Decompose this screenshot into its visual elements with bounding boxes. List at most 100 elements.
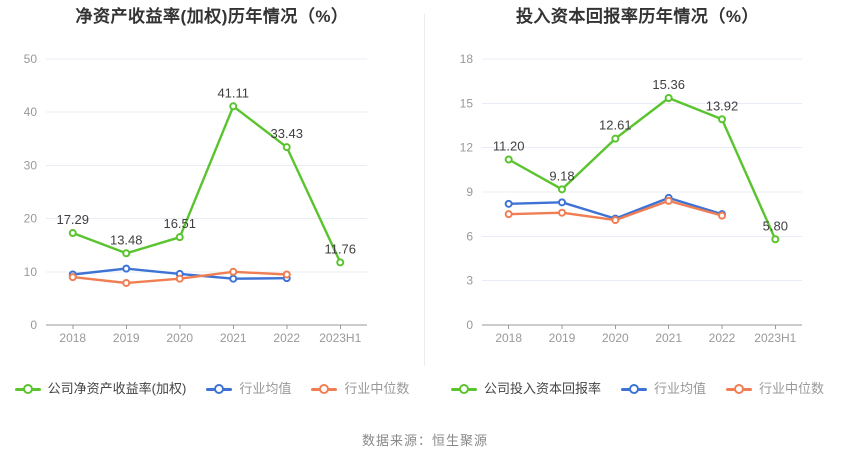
data-point-marker	[122, 264, 131, 273]
data-point-marker	[558, 185, 566, 194]
legend-line-marker-icon	[206, 384, 233, 395]
gridlines	[482, 58, 802, 326]
data-point-marker	[282, 270, 291, 279]
data-label: 12.61	[599, 118, 632, 133]
roic-chart: 0 3 6 9 12 15 18 2018 2019 2020 2021 2022 2023H1 11.2…	[460, 52, 802, 345]
x-tick-label: 2021	[655, 331, 682, 345]
legend-line-marker-icon	[726, 384, 752, 395]
x-tick-label: 2020	[602, 331, 629, 345]
data-point-marker	[664, 94, 673, 103]
data-point-marker	[504, 155, 513, 164]
x-tick-label: 2018	[59, 331, 86, 345]
legend-item-industry-average-series[interactable]: 行业均值	[206, 380, 291, 398]
data-point-marker	[771, 235, 780, 244]
data-point-marker	[504, 199, 513, 208]
x-tick-label: 2020	[166, 331, 193, 345]
company-series	[68, 102, 345, 267]
industry-median-series	[68, 267, 291, 287]
data-point-marker	[718, 211, 726, 220]
y-tick-label: 50	[24, 52, 38, 66]
panel-divider	[424, 14, 425, 366]
legend-line-marker-icon	[620, 384, 647, 395]
data-label: 41.11	[217, 85, 249, 100]
y-tick-label: 40	[24, 105, 38, 119]
y-tick-label: 0	[30, 318, 37, 332]
company-series	[504, 94, 780, 244]
data-point-marker	[229, 274, 238, 283]
x-tick-label: 2023H1	[319, 331, 361, 345]
data-label: 11.76	[324, 241, 356, 256]
y-tick-label: 12	[460, 141, 474, 155]
roic-chart-legend: 公司投入资本回报率 行业均值 行业中位数	[425, 380, 850, 398]
data-label: 13.48	[110, 232, 143, 247]
data-label: 33.43	[270, 126, 303, 141]
roe-chart-title: 净资产收益率(加权)历年情况（%）	[75, 7, 349, 26]
data-label: 16.51	[163, 216, 196, 231]
legend-item-industry-median-series[interactable]: 行业中位数	[726, 380, 824, 398]
legend-item-industry-median-series[interactable]: 行业中位数	[311, 380, 409, 398]
data-label: 15.36	[652, 77, 685, 92]
charts-row: 净资产收益率(加权)历年情况（%） 0 10 20 30 40 50 2018 2019 202…	[0, 0, 850, 398]
legend-label: 行业均值	[653, 381, 706, 396]
legend-line-marker-icon	[450, 384, 477, 395]
data-point-marker	[229, 267, 238, 276]
x-axis: 2018 2019 2020 2021 2022 2023H1	[495, 325, 797, 345]
y-tick-label: 9	[466, 185, 473, 199]
data-point-marker	[336, 258, 345, 267]
y-axis-labels: 0 10 20 30 40 50	[24, 52, 38, 332]
x-tick-label: 2019	[113, 331, 140, 345]
legend-item-company-series[interactable]: 公司净资产收益率(加权)	[14, 380, 187, 398]
data-point-marker	[504, 210, 513, 219]
data-point-marker	[558, 208, 566, 217]
data-label: 13.92	[706, 98, 739, 113]
data-point-marker	[175, 274, 184, 283]
data-point-marker	[664, 196, 673, 205]
legend-label: 公司净资产收益率(加权)	[47, 381, 187, 396]
y-tick-label: 18	[460, 52, 474, 66]
legend-label: 行业中位数	[344, 381, 410, 396]
legend-label: 公司投入资本回报率	[483, 381, 601, 396]
data-label: 5.80	[763, 218, 788, 233]
data-point-marker	[175, 233, 184, 242]
roic-chart-title: 投入资本回报率历年情况（%）	[515, 7, 760, 26]
data-label: 17.29	[56, 212, 89, 227]
data-point-marker	[611, 216, 620, 225]
x-tick-label: 2023H1	[754, 331, 796, 345]
data-point-marker	[122, 249, 131, 258]
data-point-marker	[611, 134, 620, 143]
roe-chart: 0 10 20 30 40 50 2018 2019 2020 2021 2022 2023H1 17.…	[24, 52, 367, 345]
y-tick-label: 0	[466, 318, 473, 332]
legend-item-company-series[interactable]: 公司投入资本回报率	[450, 380, 601, 398]
x-axis: 2018 2019 2020 2021 2022 2023H1	[59, 325, 362, 345]
legend-item-industry-average-series[interactable]: 行业均值	[620, 380, 706, 398]
legend-label: 行业均值	[239, 381, 292, 396]
data-labels: 17.29 13.48 16.51 41.11 33.43 11.76	[56, 85, 356, 256]
x-tick-label: 2022	[273, 331, 300, 345]
data-source-note: 数据来源：恒生聚源	[361, 433, 488, 448]
gridlines	[46, 58, 367, 326]
data-point-marker	[558, 198, 566, 207]
y-tick-label: 30	[24, 158, 38, 172]
data-label: 9.18	[549, 168, 574, 183]
x-tick-label: 2022	[709, 331, 736, 345]
y-tick-label: 20	[24, 212, 38, 226]
x-tick-label: 2018	[495, 331, 522, 345]
industry-median-series	[504, 196, 726, 225]
y-axis-labels: 0 3 6 9 12 15 18	[460, 52, 474, 332]
data-point-marker	[122, 278, 131, 287]
legend-line-marker-icon	[14, 384, 41, 395]
roic-chart-panel: 投入资本回报率历年情况（%） 0 3 6 9 12 15 18 2018 2019 2020 202…	[425, 0, 850, 398]
y-tick-label: 3	[466, 274, 473, 288]
data-label: 11.20	[493, 138, 525, 153]
data-point-marker	[229, 102, 238, 111]
y-tick-label: 15	[460, 96, 474, 110]
data-point-marker	[282, 143, 291, 152]
x-tick-label: 2021	[220, 331, 247, 345]
roe-chart-legend: 公司净资产收益率(加权) 行业均值 行业中位数	[0, 380, 424, 398]
data-point-marker	[718, 115, 726, 124]
data-labels: 11.20 9.18 12.61 15.36 13.92 5.80	[493, 77, 788, 233]
data-point-marker	[68, 273, 77, 282]
x-tick-label: 2019	[549, 331, 576, 345]
y-tick-label: 10	[24, 265, 38, 279]
